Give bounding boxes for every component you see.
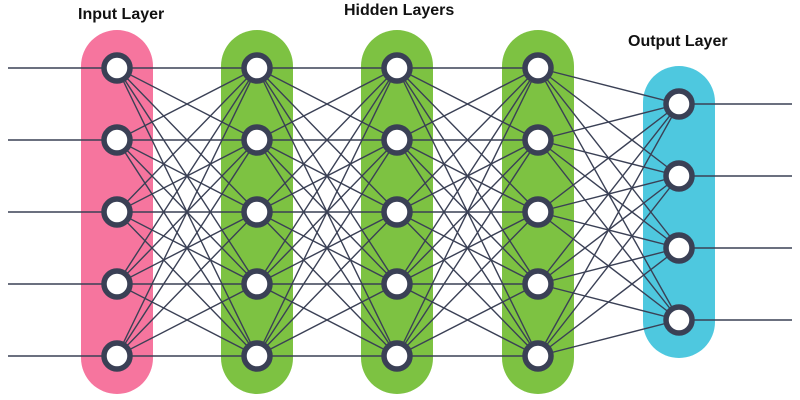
hidden-neuron-node bbox=[522, 124, 554, 156]
input-layer-title: Input Layer bbox=[78, 6, 165, 23]
connection-line bbox=[537, 67, 680, 105]
connection-line bbox=[396, 139, 539, 357]
hidden-neuron-node bbox=[241, 196, 273, 228]
hidden-neuron-node bbox=[241, 268, 273, 300]
hidden-neuron-node bbox=[522, 268, 554, 300]
output-neuron-node bbox=[663, 160, 695, 192]
connection-line bbox=[116, 139, 258, 357]
output-layer-band bbox=[643, 66, 715, 358]
hidden-neuron-node bbox=[522, 196, 554, 228]
connection-line bbox=[537, 319, 680, 357]
hidden-neuron-node bbox=[381, 52, 413, 84]
connection-line bbox=[396, 67, 539, 141]
input-neuron-node bbox=[101, 268, 133, 300]
input-neuron-node bbox=[101, 124, 133, 156]
connection-line bbox=[396, 211, 539, 357]
hidden-neuron-node bbox=[241, 124, 273, 156]
hidden-neuron-node bbox=[381, 196, 413, 228]
output-neuron-node bbox=[663, 88, 695, 120]
connection-line bbox=[537, 103, 680, 285]
hidden-neuron-node bbox=[241, 52, 273, 84]
input-neuron-node bbox=[101, 52, 133, 84]
connection-line bbox=[116, 283, 258, 357]
connection-line bbox=[256, 139, 398, 357]
input-neuron-node bbox=[101, 340, 133, 372]
connection-line bbox=[256, 67, 398, 357]
connection-line bbox=[116, 67, 258, 357]
connection-line bbox=[537, 247, 680, 357]
output-neuron-node bbox=[663, 304, 695, 336]
input-neuron-node bbox=[101, 196, 133, 228]
connection-line bbox=[537, 103, 680, 213]
hidden-neuron-node bbox=[381, 340, 413, 372]
connection-line bbox=[116, 67, 258, 285]
connection-line bbox=[396, 67, 539, 213]
connection-line bbox=[256, 211, 398, 357]
hidden-neuron-node bbox=[381, 268, 413, 300]
connection-line bbox=[116, 211, 258, 357]
connection-line bbox=[256, 67, 398, 141]
connection-line bbox=[256, 283, 398, 357]
connection-line bbox=[396, 67, 539, 285]
connection-line bbox=[256, 67, 398, 213]
connection-line bbox=[256, 67, 398, 285]
hidden-neuron-node bbox=[522, 52, 554, 84]
output-neuron-node bbox=[663, 232, 695, 264]
connection-line bbox=[116, 67, 258, 141]
hidden-layers-title: Hidden Layers bbox=[344, 2, 455, 19]
hidden-neuron-node bbox=[522, 340, 554, 372]
hidden-neuron-node bbox=[241, 340, 273, 372]
connection-line bbox=[537, 175, 680, 357]
connection-line bbox=[396, 67, 539, 357]
hidden-neuron-node bbox=[381, 124, 413, 156]
connection-line bbox=[116, 67, 258, 213]
connection-line bbox=[537, 103, 680, 141]
output-layer-title: Output Layer bbox=[628, 33, 728, 50]
connection-line bbox=[396, 283, 539, 357]
connection-line bbox=[537, 103, 680, 357]
